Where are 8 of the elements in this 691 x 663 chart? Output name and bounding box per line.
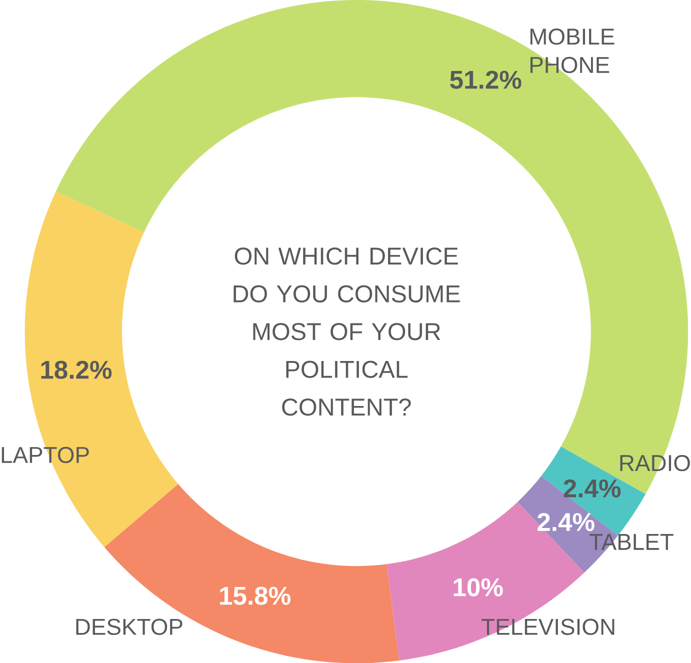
data-label: 2.4% <box>564 479 621 498</box>
data-label: 51.2% <box>450 70 522 89</box>
data-label: 15.8% <box>220 586 290 605</box>
data-label: 18.2% <box>41 360 112 379</box>
slice-label: DESKTOP <box>76 618 182 635</box>
data-label: 2.4% <box>538 512 594 531</box>
data-label: 10% <box>454 578 503 596</box>
text: ON WHICH DEVICE DO YOU CONSUME MOST OF YOUR POLITICAL CONTENT? <box>234 247 460 416</box>
